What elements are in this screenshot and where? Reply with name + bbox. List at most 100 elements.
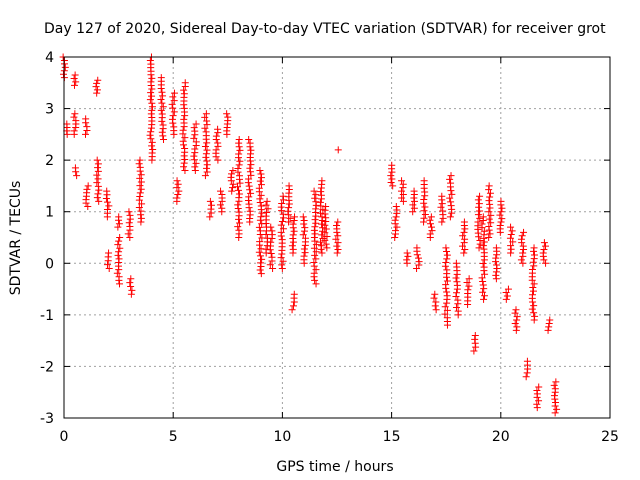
data-point: [493, 261, 501, 269]
data-point: [299, 231, 307, 239]
data-point: [310, 258, 318, 266]
data-point: [476, 207, 484, 215]
data-point: [528, 265, 536, 273]
data-point: [312, 248, 320, 256]
data-point: [263, 208, 271, 216]
data-point: [127, 282, 135, 290]
data-point: [103, 261, 111, 269]
data-point: [312, 219, 320, 227]
data-point: [506, 234, 514, 242]
data-point: [71, 164, 79, 172]
data-point: [485, 186, 493, 194]
data-point: [442, 244, 450, 252]
data-point: [442, 259, 450, 267]
data-point: [300, 216, 308, 224]
data-point: [552, 399, 560, 407]
data-point: [71, 71, 79, 79]
data-point: [148, 106, 156, 114]
data-point: [170, 97, 178, 105]
data-point: [301, 224, 309, 232]
data-point: [334, 218, 342, 226]
data-point: [72, 78, 80, 86]
data-point: [399, 191, 407, 199]
data-point: [235, 139, 243, 147]
data-point: [479, 242, 487, 250]
data-point: [266, 261, 274, 269]
data-point: [201, 142, 209, 150]
data-point: [507, 242, 515, 250]
data-point: [169, 93, 177, 101]
data-point: [334, 146, 342, 154]
data-point: [480, 245, 488, 253]
data-point: [498, 215, 506, 223]
data-point: [114, 223, 122, 231]
data-point: [158, 88, 166, 96]
data-point: [311, 251, 319, 259]
data-point: [481, 270, 489, 278]
data-point: [105, 264, 113, 272]
data-point: [258, 255, 266, 263]
data-point: [257, 270, 265, 278]
data-point: [94, 76, 102, 84]
data-point: [180, 115, 188, 123]
data-point: [148, 103, 156, 111]
data-point: [413, 244, 421, 252]
data-point: [463, 278, 471, 286]
data-point: [533, 400, 541, 408]
data-point: [279, 192, 287, 200]
data-point: [443, 251, 451, 259]
data-point: [173, 184, 181, 192]
data-point: [545, 319, 553, 327]
data-point: [228, 187, 236, 195]
data-point: [246, 164, 254, 172]
data-point: [264, 205, 272, 213]
data-point: [256, 177, 264, 185]
data-point: [218, 204, 226, 212]
x-tick-label: 5: [169, 429, 178, 445]
data-point: [147, 89, 155, 97]
data-point: [61, 63, 69, 71]
plot-frame: [63, 56, 611, 419]
data-point: [256, 166, 264, 174]
y-tick-label: 1: [45, 205, 54, 221]
data-point: [173, 194, 181, 202]
data-point: [170, 89, 178, 97]
data-point: [452, 292, 460, 300]
data-point: [224, 113, 232, 121]
data-point: [530, 244, 538, 252]
data-point: [471, 335, 479, 343]
data-point: [478, 220, 486, 228]
data-point: [94, 160, 102, 168]
data-point: [398, 177, 406, 185]
data-point: [203, 117, 211, 125]
data-point: [262, 231, 270, 239]
grid-lines: [64, 57, 610, 418]
data-point: [72, 117, 80, 125]
data-point: [246, 207, 254, 215]
data-point: [103, 206, 111, 214]
data-point: [203, 157, 211, 165]
data-point: [202, 150, 210, 158]
data-point: [290, 290, 298, 298]
data-point: [137, 178, 145, 186]
data-point: [299, 213, 307, 221]
data-point: [452, 303, 460, 311]
data-point: [235, 226, 243, 234]
data-point: [148, 74, 156, 82]
data-point: [496, 211, 504, 219]
data-point: [404, 252, 412, 260]
data-point: [512, 306, 520, 314]
data-point: [334, 246, 342, 254]
data-point: [318, 242, 326, 250]
data-point: [476, 214, 484, 222]
data-point: [159, 121, 167, 129]
data-point: [235, 143, 243, 151]
data-point: [136, 163, 144, 171]
data-point: [550, 392, 558, 400]
data-point: [321, 221, 329, 229]
data-point: [93, 79, 101, 87]
data-point: [480, 238, 488, 246]
data-point: [180, 104, 188, 112]
data-point: [179, 137, 187, 145]
data-point: [83, 123, 91, 131]
